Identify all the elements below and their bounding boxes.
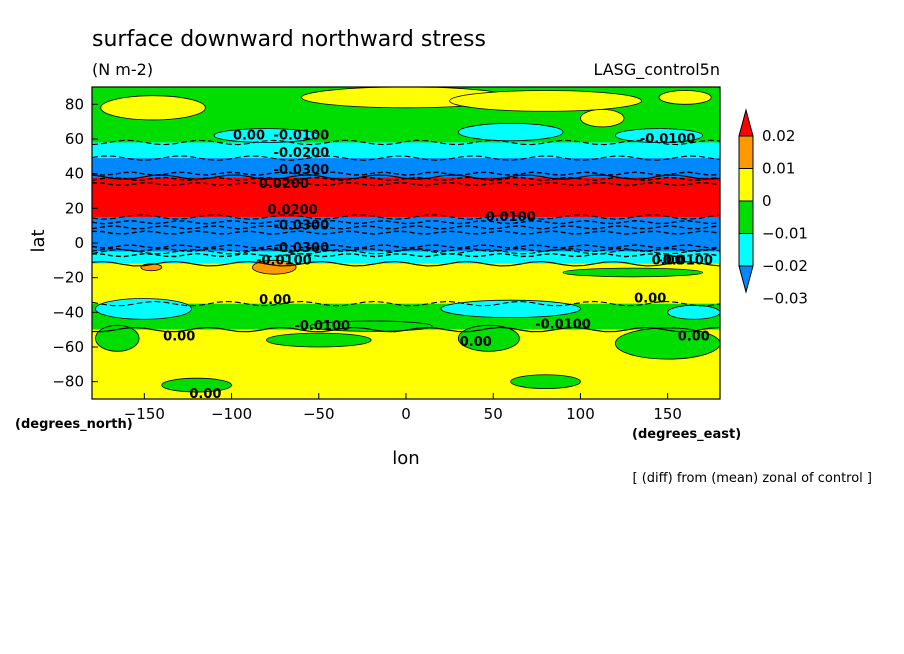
contour-label-11: 0.00 xyxy=(652,253,684,268)
patch-10 xyxy=(562,267,703,278)
y-tick-label-7: −60 xyxy=(52,338,84,356)
dense-contour-2 xyxy=(92,181,720,187)
band-3 xyxy=(92,177,720,217)
y-tick-label-4: 0 xyxy=(74,234,84,252)
y-tick-label-1: 60 xyxy=(65,130,84,148)
x-tick-label-3: 0 xyxy=(401,405,411,423)
y-axis-label: lat xyxy=(28,229,49,252)
contour-label-4: 0.0200 xyxy=(259,177,309,192)
colorbar-box-1 xyxy=(738,168,754,202)
patch-19 xyxy=(161,377,232,393)
x-unit-label: (degrees_east) xyxy=(632,427,741,442)
y-tick-label-3: 20 xyxy=(65,199,84,217)
dense-contour-4 xyxy=(92,225,720,230)
chart-units: (N m-2) xyxy=(92,60,153,79)
contour-label-3: -0.0300 xyxy=(274,163,330,178)
contour-label-15: 0.00 xyxy=(163,330,195,345)
plot-fill: 0.00 -0.0100-0.0200-0.03000.02000.0200-0.… xyxy=(92,87,720,402)
y-tick-label-2: 40 xyxy=(65,165,84,183)
chart-title: surface downward northward stress xyxy=(92,27,486,52)
contour-label-19: 0.00 xyxy=(678,330,710,345)
contour-line-7 xyxy=(92,300,720,307)
patch-20 xyxy=(510,374,581,390)
contour-line-8 xyxy=(92,326,720,333)
dense-contour-0 xyxy=(92,171,720,176)
x-axis-ticks: −150 −100 −50 0 50 100 150 xyxy=(124,393,682,423)
contour-label-20: 0.00 xyxy=(189,387,221,402)
contour-label-12: -0.0100 xyxy=(657,253,713,268)
y-tick-label-0: 80 xyxy=(65,95,84,113)
patch-5 xyxy=(213,128,320,143)
contour-label-17: -0.0100 xyxy=(535,317,591,332)
patch-16 xyxy=(266,332,372,348)
dense-contour-5 xyxy=(92,230,720,235)
y-axis-ticks: 80 60 40 20 0 −20 −40 −60 −80 xyxy=(52,95,98,391)
contour-line-6 xyxy=(92,261,720,267)
dense-contour-1 xyxy=(92,176,720,182)
contour-label-2: -0.0200 xyxy=(274,146,330,161)
colorbar-label-1: 0.01 xyxy=(762,160,795,178)
patch-3 xyxy=(658,90,712,105)
patch-13 xyxy=(667,305,720,320)
colorbar-label-5: −0.03 xyxy=(762,290,808,308)
contour-label-14: -0.0100 xyxy=(294,319,350,334)
patch-15 xyxy=(95,324,140,352)
x-tick-label-1: −100 xyxy=(211,405,252,423)
patch-17 xyxy=(457,324,520,352)
y-tick-label-8: −80 xyxy=(52,373,84,391)
dataset-label: LASG_control5n xyxy=(593,60,720,80)
x-tick-label-4: 50 xyxy=(484,405,503,423)
patch-12 xyxy=(440,299,581,318)
patch-11 xyxy=(95,298,192,320)
contour-label-0: 0.00 xyxy=(233,129,265,144)
contour-label-9: 0.0100 xyxy=(486,210,536,225)
band-1 xyxy=(92,142,720,159)
contour-label-5: 0.0200 xyxy=(268,203,318,218)
dense-contour-7 xyxy=(92,247,720,253)
patch-2 xyxy=(449,90,642,112)
footnote: [ (diff) from (mean) zonal of control ] xyxy=(633,471,872,486)
x-tick-label-2: −50 xyxy=(303,405,335,423)
colorbar: 0.02 0.01 0 −0.01 −0.02 −0.03 xyxy=(738,108,808,308)
colorbar-label-3: −0.01 xyxy=(762,225,808,243)
patch-6 xyxy=(457,123,564,142)
colorbar-box-0 xyxy=(738,135,754,169)
colorbar-label-2: 0 xyxy=(762,192,772,210)
contour-label-6: -0.0300 xyxy=(274,219,330,234)
patch-18 xyxy=(614,327,720,360)
contour-label-1: -0.0100 xyxy=(274,129,330,144)
colorbar-box-3 xyxy=(738,233,754,267)
band-2 xyxy=(92,158,720,178)
contour-label-10: -0.0100 xyxy=(640,132,696,147)
dense-contour-6 xyxy=(92,244,720,249)
contour-label-16: 0.00 xyxy=(460,335,492,350)
patch-0 xyxy=(100,95,206,121)
dense-contour-8 xyxy=(92,252,720,258)
contour-line-1 xyxy=(92,139,720,146)
contour-label-7: -0.0300 xyxy=(274,241,330,256)
colorbar-bottom-arrow xyxy=(738,265,754,294)
dense-contour-3 xyxy=(92,219,720,225)
plot-area: 0.00 -0.0100-0.0200-0.03000.02000.0200-0.… xyxy=(91,86,721,402)
contour-label-8: -0.0100 xyxy=(256,253,312,268)
colorbar-box-2 xyxy=(738,200,754,234)
x-tick-label-5: 100 xyxy=(566,405,595,423)
colorbar-label-4: −0.02 xyxy=(762,257,808,275)
y-unit-label: (degrees_north) xyxy=(15,417,133,432)
contour-line-2 xyxy=(92,155,720,161)
y-tick-label-5: −20 xyxy=(52,269,84,287)
colorbar-label-0: 0.02 xyxy=(762,127,795,145)
y-tick-label-6: −40 xyxy=(52,303,84,321)
contour-label-18: 0.00 xyxy=(634,291,666,306)
x-tick-label-6: 150 xyxy=(653,405,682,423)
x-tick-label-0: −150 xyxy=(124,405,165,423)
contour-line-4 xyxy=(92,214,720,220)
colorbar-top-arrow xyxy=(738,108,754,137)
patch-4 xyxy=(580,109,625,128)
x-axis-label: lon xyxy=(392,448,419,469)
contour-label-13: 0.00 xyxy=(259,293,291,308)
